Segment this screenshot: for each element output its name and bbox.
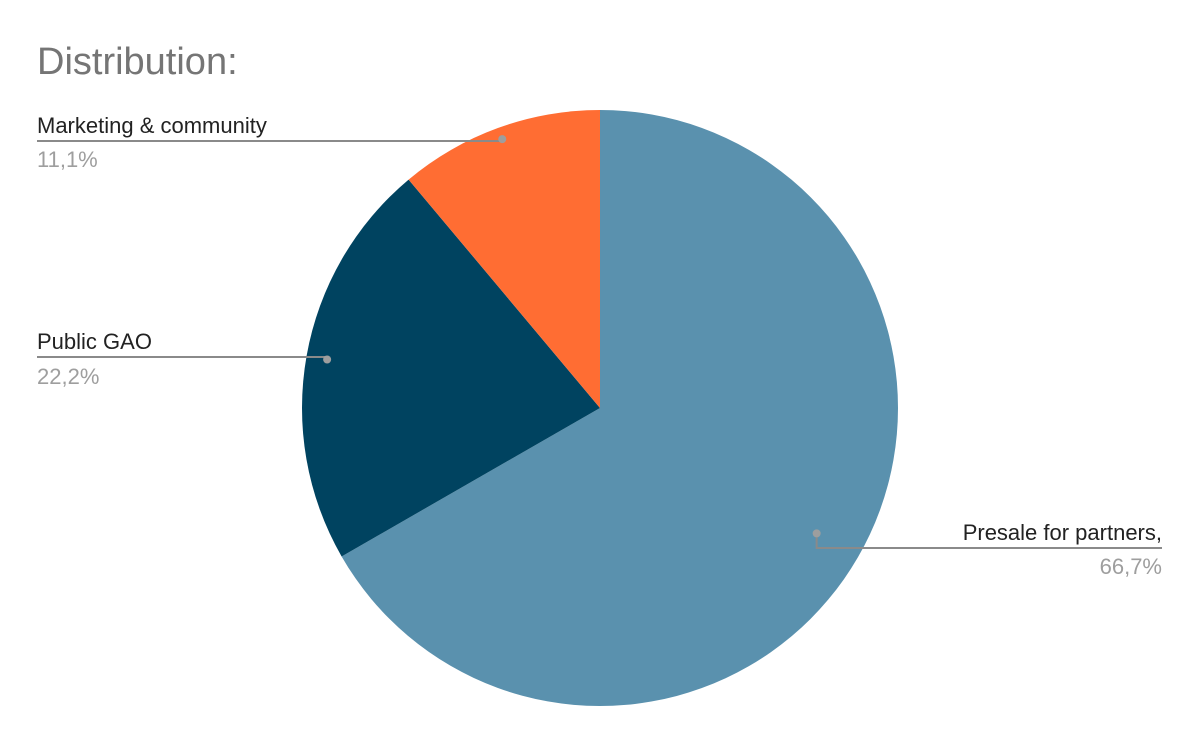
slice-label-public-gao: Public GAO [37, 329, 152, 354]
leader-dot-marketing-and-community [498, 135, 507, 144]
pie-slices [302, 110, 899, 706]
slice-label-presale-for-partners: Presale for partners, [963, 520, 1162, 545]
slice-label-marketing-and-community: Marketing & community [37, 113, 267, 138]
leader-dot-public-gao [323, 355, 332, 364]
leader-line-marketing-and-community [37, 139, 504, 142]
leader-dot-presale-for-partners [812, 529, 821, 538]
leader-line-presale-for-partners [815, 533, 1162, 549]
slice-marketing-and-community [408, 110, 600, 408]
slice-presale-for-partners [341, 110, 899, 706]
slice-annotations: Presale for partners, 66,7% Public GAO 22,2… [37, 113, 1162, 579]
leader-line-public-gao [37, 356, 329, 360]
chart-title: Distribution: [37, 41, 238, 83]
slice-public-gao [302, 179, 600, 557]
slice-value-marketing-and-community: 11,1% [37, 147, 98, 172]
slice-value-presale-for-partners: 66,7% [1100, 554, 1162, 579]
slice-value-public-gao: 22,2% [37, 364, 99, 389]
